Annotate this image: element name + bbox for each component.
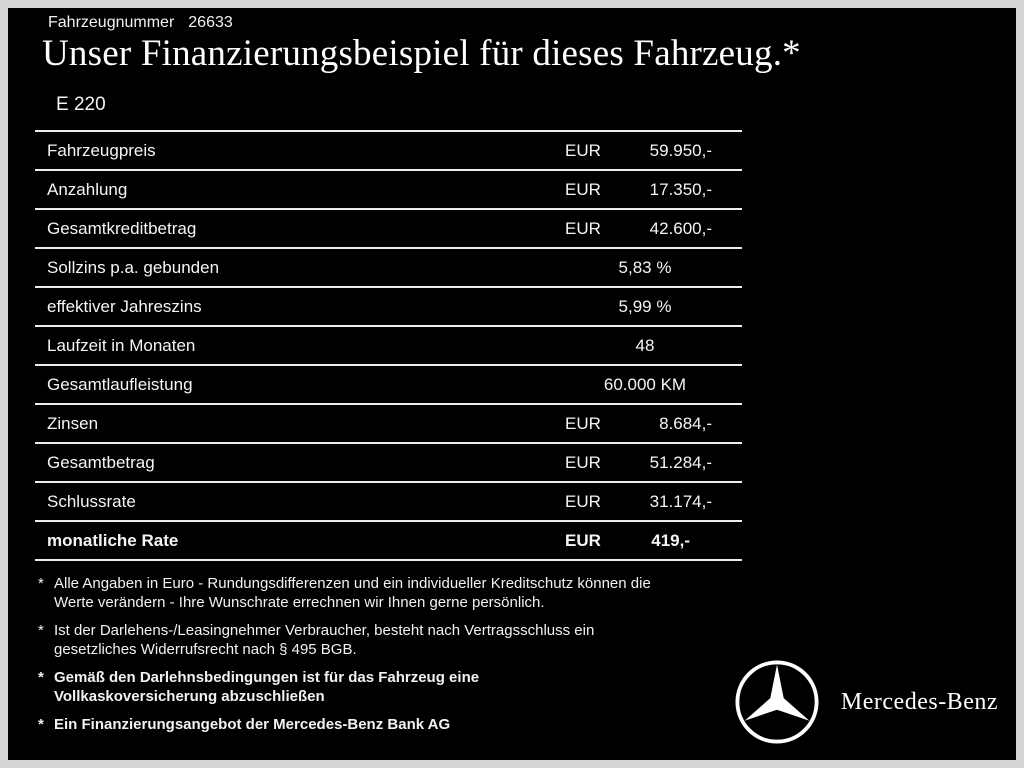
vehicle-number-value: 26633: [188, 14, 233, 31]
table-row: Sollzins p.a. gebunden 5,83 %: [35, 247, 742, 286]
footnote-marker: *: [38, 669, 44, 686]
footnote-marker: *: [38, 716, 44, 733]
footnote-text: Alle Angaben in Euro - Rundungsdifferenz…: [54, 574, 651, 612]
mercedes-star-icon: [733, 658, 821, 746]
row-label: Gesamtkreditbetrag: [47, 219, 197, 238]
model-name: E 220: [56, 94, 106, 115]
vehicle-number: Fahrzeugnummer 26633: [48, 14, 233, 32]
footnote: * Gemäß den Darlehnsbedingungen ist für …: [38, 668, 768, 706]
table-row: Gesamtbetrag EUR 51.284,-: [35, 442, 742, 481]
table-row: Laufzeit in Monaten 48: [35, 325, 742, 364]
row-currency: EUR: [565, 414, 601, 433]
row-value: 48: [635, 336, 655, 355]
table-row: effektiver Jahreszins 5,99 %: [35, 286, 742, 325]
page-background: Fahrzeugnummer 26633 Unser Finanzierungsb…: [8, 8, 1016, 760]
footnote-marker: *: [38, 622, 44, 639]
table-row: Anzahlung EUR 17.350,-: [35, 169, 742, 208]
row-currency: EUR: [565, 492, 601, 511]
row-currency: EUR: [565, 180, 601, 199]
footnote-text: Gemäß den Darlehnsbedingungen ist für da…: [54, 668, 479, 706]
row-label: Schlussrate: [47, 492, 136, 511]
footnote-line: gesetzliches Widerrufsrecht nach § 495 B…: [54, 641, 357, 658]
page-title: Unser Finanzierungsbeispiel für dieses F…: [42, 33, 801, 74]
vehicle-number-label: Fahrzeugnummer: [48, 14, 175, 31]
footnote-line: Ist der Darlehens-/Leasingnehmer Verbrau…: [54, 622, 595, 639]
row-label: Anzahlung: [47, 180, 128, 199]
row-label: Sollzins p.a. gebunden: [47, 258, 220, 277]
row-label: Gesamtbetrag: [47, 453, 155, 472]
row-value: 60.000 KM: [603, 375, 687, 394]
table-row: Zinsen EUR 8.684,-: [35, 403, 742, 442]
footnote: * Alle Angaben in Euro - Rundungsdiffere…: [38, 574, 768, 612]
footnote-line: Werte verändern - Ihre Wunschrate errech…: [54, 594, 545, 611]
row-amount: 17.350,-: [649, 180, 712, 199]
row-amount: 51.284,-: [649, 453, 712, 472]
table-row-monthly-rate: monatliche Rate EUR 419,-: [35, 520, 742, 559]
footnote-text: Ein Finanzierungsangebot der Mercedes-Be…: [54, 715, 450, 734]
table-row: Schlussrate EUR 31.174,-: [35, 481, 742, 520]
financing-table: Fahrzeugpreis EUR 59.950,- Anzahlung EUR…: [35, 130, 742, 561]
row-value: 5,83 %: [618, 258, 672, 277]
footnote-line: Ein Finanzierungsangebot der Mercedes-Be…: [54, 716, 451, 733]
row-label: Gesamtlaufleistung: [47, 375, 193, 394]
row-currency: EUR: [565, 453, 601, 472]
footnotes-section: * Alle Angaben in Euro - Rundungsdiffere…: [38, 574, 768, 743]
row-label: monatliche Rate: [47, 531, 179, 550]
row-amount: 8.684,-: [659, 414, 712, 433]
footnote-line: Gemäß den Darlehnsbedingungen ist für da…: [54, 669, 480, 686]
row-label: Laufzeit in Monaten: [47, 336, 196, 355]
footnote-text: Ist der Darlehens-/Leasingnehmer Verbrau…: [54, 621, 594, 659]
row-label: Fahrzeugpreis: [47, 141, 156, 160]
row-currency: EUR: [565, 531, 601, 550]
brandmark: Mercedes-Benz: [733, 658, 998, 746]
row-amount: 42.600,-: [649, 219, 712, 238]
row-currency: EUR: [565, 219, 601, 238]
brand-wordmark: Mercedes-Benz: [840, 688, 998, 715]
row-value: 5,99 %: [618, 297, 672, 316]
row-label: effektiver Jahreszins: [47, 297, 202, 316]
footnote: * Ein Finanzierungsangebot der Mercedes-…: [38, 715, 768, 734]
row-amount: 419,-: [651, 531, 690, 550]
table-row: Gesamtlaufleistung 60.000 KM: [35, 364, 742, 403]
footnote-line: Vollkaskoversicherung abzuschließen: [54, 688, 325, 705]
row-currency: EUR: [565, 141, 601, 160]
table-row: Fahrzeugpreis EUR 59.950,-: [35, 130, 742, 169]
row-label: Zinsen: [47, 414, 99, 433]
footnote-line: Alle Angaben in Euro - Rundungsdifferenz…: [54, 575, 651, 592]
row-amount: 31.174,-: [649, 492, 712, 511]
footnote: * Ist der Darlehens-/Leasingnehmer Verbr…: [38, 621, 768, 659]
row-amount: 59.950,-: [649, 141, 712, 160]
footnote-marker: *: [38, 575, 44, 592]
table-row: Gesamtkreditbetrag EUR 42.600,-: [35, 208, 742, 247]
